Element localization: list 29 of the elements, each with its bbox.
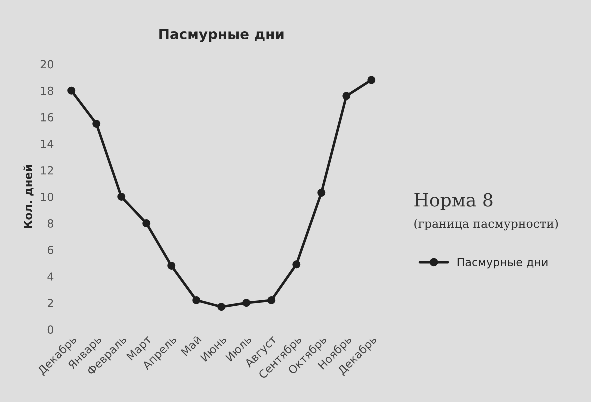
point — [342, 92, 351, 100]
point — [68, 86, 76, 95]
point — [292, 260, 301, 269]
chart-title: Пасмурные дни — [160, 29, 284, 42]
point — [118, 192, 126, 201]
y-tick-label: 18 — [41, 86, 54, 96]
y-tick-label: 2 — [48, 299, 54, 308]
y-tick-label: 16 — [41, 113, 54, 122]
point — [168, 262, 176, 270]
text: Норма 8 — [414, 193, 493, 210]
y-axis-title: Кол. дней — [24, 165, 34, 228]
point — [192, 296, 201, 304]
text: (граница пасмурности) — [414, 219, 558, 231]
y-tick-label: 10 — [41, 192, 54, 202]
point — [92, 120, 101, 128]
point — [318, 189, 326, 197]
legend-label: Пасмурные дни — [458, 258, 548, 269]
y-tick-label: 14 — [41, 140, 54, 148]
y-tick-label: 8 — [48, 219, 54, 228]
y-tick-label: 12 — [41, 166, 54, 175]
point — [218, 303, 226, 312]
y-tick-label: 6 — [48, 246, 54, 254]
point — [242, 299, 251, 308]
y-tick-label: 20 — [40, 60, 54, 69]
y-tick-label: 4 — [48, 272, 54, 281]
point — [368, 76, 376, 84]
point — [268, 296, 276, 304]
y-tick-label: 0 — [48, 326, 54, 334]
point — [142, 220, 151, 228]
